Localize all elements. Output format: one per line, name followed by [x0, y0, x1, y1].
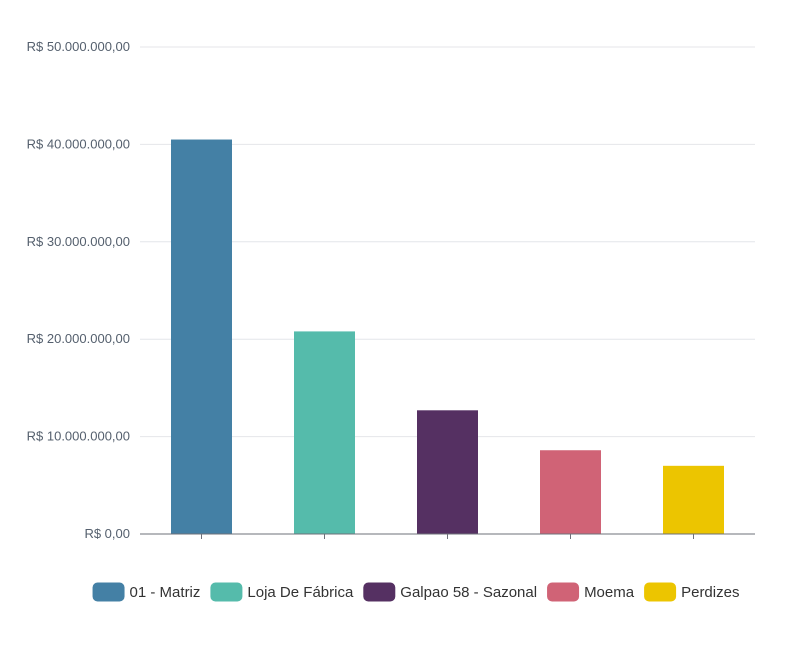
legend-item[interactable]: 01 - Matriz: [92, 582, 201, 602]
y-tick-label: R$ 30.000.000,00: [27, 234, 130, 249]
legend-item[interactable]: Moema: [547, 582, 635, 602]
bar[interactable]: [294, 331, 355, 534]
legend-item[interactable]: Loja De Fábrica: [210, 582, 354, 602]
y-tick-label: R$ 50.000.000,00: [27, 39, 130, 54]
legend-swatch: [210, 582, 243, 602]
legend-swatch: [547, 582, 580, 602]
y-tick-label: R$ 0,00: [84, 526, 130, 541]
bar[interactable]: [417, 410, 478, 534]
legend-label: 01 - Matriz: [130, 584, 201, 601]
legend-label: Loja De Fábrica: [247, 584, 354, 601]
y-tick-label: R$ 40.000.000,00: [27, 136, 130, 151]
legend-label: Galpao 58 - Sazonal: [400, 584, 537, 601]
legend-label: Perdizes: [681, 584, 739, 601]
bar[interactable]: [663, 465, 724, 534]
legend-swatch: [363, 582, 396, 602]
legend: 01 - Matriz Loja De Fábrica Galpao 58 - Sa…: [92, 582, 739, 602]
legend-item[interactable]: Perdizes: [644, 582, 739, 602]
legend-swatch: [644, 582, 677, 602]
legend-item[interactable]: Galpao 58 - Sazonal: [363, 582, 537, 602]
grid-lines: [140, 46, 755, 438]
y-tick-label: R$ 10.000.000,00: [27, 429, 130, 444]
y-axis-tick-labels: R$ 0,00 R$ 10.000.000,00 R$ 20.000.000,00 R…: [27, 39, 130, 541]
legend-swatch: [92, 582, 125, 602]
y-tick-label: R$ 20.000.000,00: [27, 331, 130, 346]
legend-label: Moema: [584, 584, 635, 601]
bars: [171, 139, 724, 534]
x-axis: [140, 533, 755, 539]
bar[interactable]: [540, 450, 601, 534]
bar[interactable]: [171, 139, 232, 534]
